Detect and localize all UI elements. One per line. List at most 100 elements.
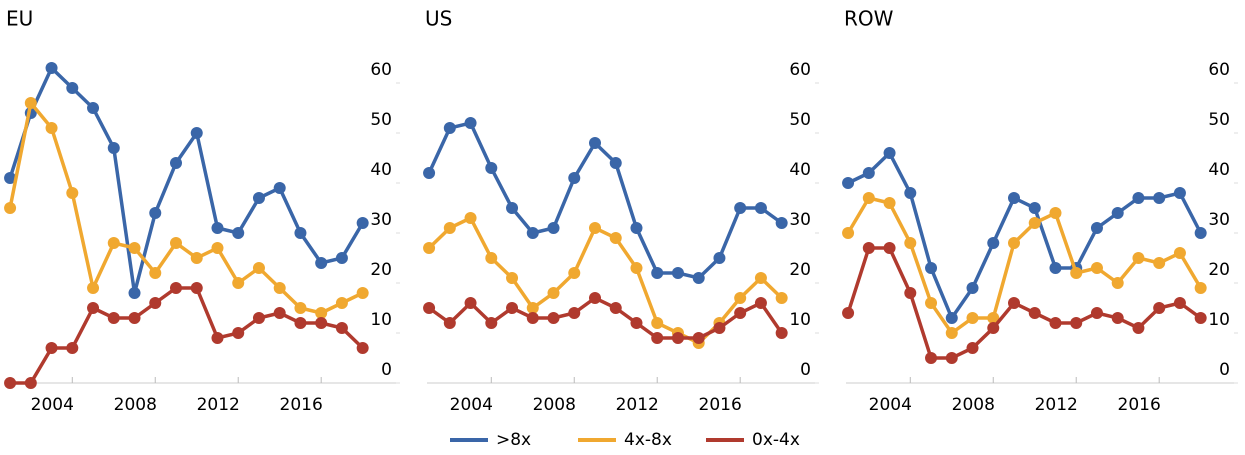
- data-point: [423, 302, 436, 314]
- y-tick-label: 10: [1208, 310, 1230, 330]
- data-point: [294, 302, 307, 314]
- x-tick-label: 2008: [952, 395, 995, 415]
- y-tick-label: 50: [789, 110, 811, 130]
- series-line: [428, 295, 784, 340]
- data-point: [713, 252, 726, 264]
- data-point: [945, 352, 958, 364]
- data-point: [589, 222, 601, 234]
- data-point: [66, 82, 79, 94]
- data-point: [485, 317, 498, 329]
- data-point: [252, 262, 265, 274]
- data-point: [1008, 192, 1020, 204]
- data-point: [107, 237, 120, 249]
- data-point: [734, 307, 747, 319]
- data-point: [1090, 307, 1103, 319]
- data-point: [775, 327, 788, 339]
- data-point: [754, 202, 767, 214]
- data-point: [966, 342, 979, 354]
- y-tick-label: 60: [1208, 60, 1230, 80]
- data-point: [1132, 192, 1145, 204]
- data-point: [170, 157, 182, 169]
- data-point: [651, 267, 664, 279]
- data-point: [24, 97, 37, 109]
- data-point: [4, 202, 17, 214]
- data-point: [862, 242, 875, 254]
- data-point: [1049, 317, 1062, 329]
- y-tick-label: 20: [1208, 260, 1230, 280]
- data-point: [335, 322, 348, 334]
- data-point: [734, 202, 747, 214]
- data-point: [1173, 247, 1186, 259]
- data-point: [547, 287, 560, 299]
- data-point: [356, 217, 369, 229]
- data-point: [128, 242, 141, 254]
- y-tick-label: 10: [789, 310, 811, 330]
- data-point: [630, 262, 643, 274]
- data-point: [883, 242, 896, 254]
- y-tick-label: 60: [370, 60, 392, 80]
- data-point: [485, 252, 498, 264]
- data-point: [252, 312, 265, 324]
- data-point: [356, 287, 369, 299]
- data-point: [315, 307, 328, 319]
- data-point: [335, 252, 348, 264]
- data-point: [232, 327, 245, 339]
- data-point: [526, 302, 539, 314]
- data-point: [149, 267, 162, 279]
- data-point: [1111, 312, 1124, 324]
- data-point: [925, 297, 938, 309]
- data-point: [66, 342, 79, 354]
- data-point: [734, 292, 747, 304]
- data-point: [526, 312, 539, 324]
- data-point: [568, 307, 581, 319]
- data-point: [568, 267, 581, 279]
- data-point: [464, 297, 477, 309]
- x-tick-label: 2012: [616, 395, 659, 415]
- data-point: [1194, 282, 1207, 294]
- y-tick-label: 20: [789, 260, 811, 280]
- data-point: [842, 227, 855, 239]
- data-point: [45, 342, 58, 354]
- data-point: [443, 222, 456, 234]
- data-point: [170, 282, 182, 294]
- data-point: [170, 237, 182, 249]
- y-tick-label: 30: [1208, 210, 1230, 230]
- data-point: [925, 352, 938, 364]
- data-point: [526, 227, 539, 239]
- x-tick-label: 2016: [699, 395, 742, 415]
- data-point: [273, 307, 286, 319]
- data-point: [45, 62, 58, 74]
- panel-title: US: [425, 7, 452, 31]
- y-tick-label: 0: [1219, 360, 1230, 380]
- data-point: [87, 302, 100, 314]
- data-point: [211, 222, 224, 234]
- data-point: [273, 182, 286, 194]
- data-point: [1153, 302, 1166, 314]
- panel-title: ROW: [844, 7, 894, 31]
- data-point: [1194, 312, 1207, 324]
- x-tick-label: 2008: [114, 395, 157, 415]
- data-point: [506, 272, 519, 284]
- legend-label: 4x-8x: [624, 430, 672, 450]
- data-point: [149, 207, 162, 219]
- data-point: [1049, 262, 1062, 274]
- x-tick-label: 2016: [1118, 395, 1161, 415]
- data-point: [443, 317, 456, 329]
- data-point: [547, 312, 560, 324]
- series-line: [427, 120, 783, 280]
- data-point: [4, 172, 17, 184]
- data-point: [1090, 262, 1103, 274]
- data-point: [754, 297, 767, 309]
- data-point: [609, 157, 622, 169]
- y-tick-label: 40: [1208, 160, 1230, 180]
- series-line: [846, 246, 1202, 360]
- data-point: [66, 187, 79, 199]
- data-point: [671, 267, 684, 279]
- data-point: [904, 187, 917, 199]
- legend-label: >8x: [496, 430, 531, 450]
- data-point: [107, 142, 120, 154]
- data-point: [713, 322, 726, 334]
- y-tick-label: 0: [381, 360, 392, 380]
- data-point: [966, 312, 979, 324]
